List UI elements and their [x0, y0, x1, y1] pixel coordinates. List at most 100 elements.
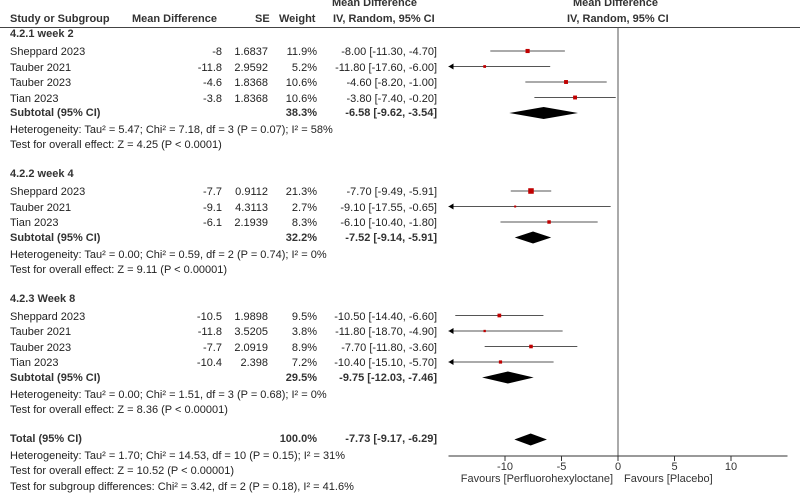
subtotal-diamond [509, 107, 578, 119]
study-marker [547, 220, 551, 224]
study-se: 1.9898 [234, 310, 268, 323]
study-mean-difference: -4.6 [203, 77, 222, 89]
study-se: 4.3113 [235, 201, 268, 214]
study-mean-difference: -7.7 [203, 186, 222, 198]
subtotal-label: Subtotal (95% CI) [10, 231, 101, 244]
study-mean-difference: -11.8 [197, 326, 222, 338]
study-name: Tian 2023 [10, 357, 59, 369]
subtotal-weight: 32.2% [285, 231, 317, 244]
study-name: Tian 2023 [10, 92, 59, 105]
subgroup-differences-text: Test for subgroup differences: Chi² = 3.… [10, 480, 354, 493]
study-ci: -3.80 [-7.40, -0.20] [346, 92, 438, 105]
overall-effect-text: Test for overall effect: Z = 4.25 (P < 0… [10, 139, 222, 151]
total-heterogeneity-text: Heterogeneity: Tau² = 1.70; Chi² = 14.53… [10, 449, 345, 462]
study-marker [573, 95, 578, 100]
x-tick-label: 10 [725, 461, 737, 473]
subtotal-diamond [482, 371, 534, 384]
header-ci-method: IV, Random, 95% CI [333, 13, 435, 25]
overall-effect-text: Test for overall effect: Z = 8.36 (P < 0… [10, 403, 228, 416]
study-weight: 3.8% [291, 326, 317, 338]
study-name: Tian 2023 [10, 217, 59, 229]
study-name: Tauber 2021 [10, 61, 72, 74]
total-label: Total (95% CI) [10, 432, 82, 445]
header-plot-method: IV, Random, 95% CI [567, 13, 669, 25]
subtotal-ci: -7.52 [-9.14, -5.91] [345, 231, 437, 244]
subgroup-label: 4.2.2 week 4 [10, 168, 74, 180]
study-marker [525, 48, 530, 54]
header-mean-difference-ci-top: Mean Difference [332, 0, 417, 9]
study-marker [528, 188, 534, 194]
study-se: 1.6837 [234, 46, 268, 58]
total-diamond [514, 433, 547, 446]
study-mean-difference: -11.8 [197, 61, 222, 74]
study-name: Sheppard 2023 [10, 310, 86, 323]
study-ci: -7.70 [-9.49, -5.91] [346, 186, 438, 198]
total-weight: 100.0% [279, 432, 317, 445]
overall-effect-text: Test for overall effect: Z = 9.11 (P < 0… [10, 263, 228, 276]
arrow-left-icon [448, 328, 454, 334]
study-se: 2.9592 [234, 61, 268, 74]
x-tick-label: 5 [671, 461, 677, 473]
study-ci: -9.10 [-17.55, -0.65] [340, 201, 437, 214]
study-mean-difference: -10.4 [196, 357, 222, 369]
arrow-left-icon [448, 359, 454, 365]
x-tick-label: -10 [497, 461, 513, 473]
total-overall-effect-text: Test for overall effect: Z = 10.52 (P < … [10, 464, 235, 477]
study-marker [483, 329, 486, 333]
study-marker [483, 65, 487, 68]
favours-right-label: Favours [Placebo] [624, 473, 713, 485]
study-ci: -7.70 [-11.80, -3.60] [341, 341, 437, 354]
subtotal-ci: -9.75 [-12.03, -7.46] [339, 371, 437, 384]
subtotal-label: Subtotal (95% CI) [10, 371, 101, 384]
x-tick-label: 0 [615, 461, 621, 473]
study-weight: 7.2% [291, 357, 317, 369]
header-mean-difference: Mean Difference [132, 13, 217, 25]
study-ci: -11.80 [-18.70, -4.90] [335, 326, 437, 338]
study-name: Tauber 2023 [10, 341, 72, 354]
study-se: 2.398 [240, 357, 268, 369]
study-ci: -8.00 [-11.30, -4.70] [341, 46, 437, 58]
study-mean-difference: -8 [212, 46, 222, 58]
subtotal-weight: 29.5% [285, 371, 317, 384]
arrow-left-icon [448, 63, 454, 70]
study-weight: 5.2% [291, 61, 317, 74]
study-weight: 2.7% [291, 201, 317, 214]
subtotal-label: Subtotal (95% CI) [10, 107, 101, 119]
arrow-left-icon [448, 203, 454, 210]
study-marker [497, 313, 502, 318]
study-se: 1.8368 [234, 77, 268, 89]
heterogeneity-text: Heterogeneity: Tau² = 0.00; Chi² = 1.51,… [10, 388, 327, 401]
x-tick-label: -5 [557, 461, 567, 473]
study-mean-difference: -7.7 [203, 341, 222, 354]
study-se: 2.0919 [234, 341, 268, 354]
study-ci: -6.10 [-10.40, -1.80] [340, 217, 437, 229]
study-mean-difference: -6.1 [203, 217, 222, 229]
study-se: 0.9112 [235, 186, 268, 198]
study-se: 1.8368 [234, 92, 268, 105]
study-marker [529, 344, 533, 349]
subgroup-label: 4.2.1 week 2 [10, 28, 74, 40]
study-weight: 10.6% [285, 77, 317, 89]
study-weight: 9.5% [291, 310, 317, 323]
subgroup-label: 4.2.3 Week 8 [10, 292, 76, 305]
study-weight: 8.3% [291, 217, 317, 229]
study-ci: -10.50 [-14.40, -6.60] [334, 310, 437, 323]
study-se: 3.5205 [234, 326, 268, 338]
study-weight: 8.9% [291, 341, 317, 354]
study-marker [564, 80, 568, 84]
subtotal-ci: -6.58 [-9.62, -3.54] [345, 107, 437, 119]
study-name: Tauber 2023 [10, 77, 72, 89]
study-weight: 10.6% [285, 92, 317, 105]
study-weight: 11.9% [286, 46, 317, 58]
header-divider [0, 27, 800, 28]
header-study: Study or Subgroup [10, 13, 110, 25]
subtotal-diamond [514, 231, 552, 244]
header-plot-top: Mean Difference [573, 0, 658, 9]
study-name: Tauber 2021 [10, 326, 72, 338]
study-mean-difference: -9.1 [203, 201, 222, 214]
study-mean-difference: -10.5 [196, 310, 222, 323]
study-marker [514, 205, 517, 208]
favours-left-label: Favours [Perfluorohexyloctane] [461, 473, 613, 485]
study-ci: -10.40 [-15.10, -5.70] [334, 357, 437, 369]
